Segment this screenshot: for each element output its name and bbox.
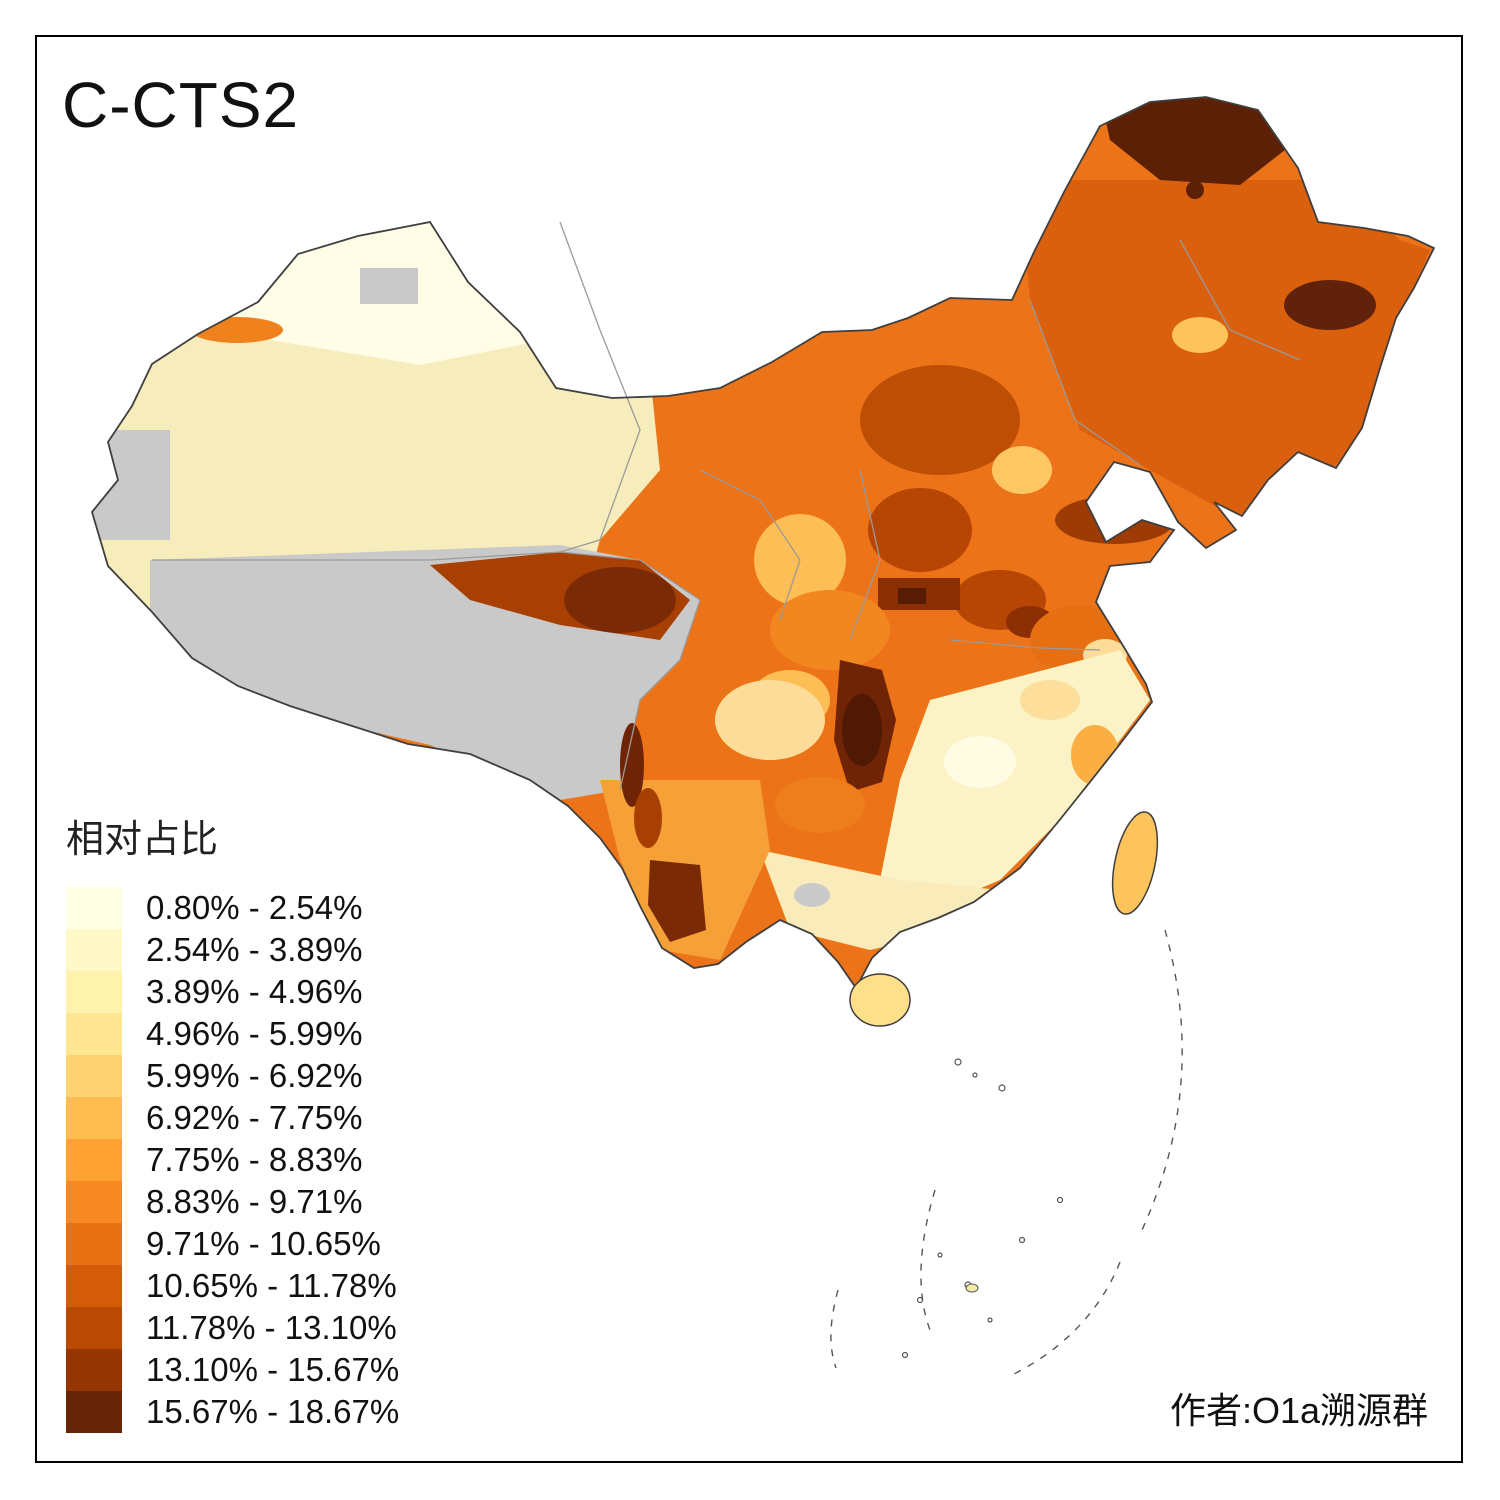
region-beijing-light bbox=[992, 446, 1052, 494]
legend-swatch bbox=[66, 1349, 122, 1391]
legend-label: 9.71% - 10.65% bbox=[146, 1225, 381, 1262]
region-southeast-palest bbox=[944, 736, 1016, 788]
region-sichuan-basin bbox=[715, 680, 825, 760]
legend-row: 4.96% - 5.99% bbox=[66, 1013, 486, 1055]
small-colored-islet bbox=[965, 1283, 979, 1293]
region-hebei-darkest bbox=[898, 588, 926, 604]
legend-swatch bbox=[66, 1265, 122, 1307]
legend-swatch bbox=[66, 929, 122, 971]
legend-row: 13.10% - 15.67% bbox=[66, 1349, 486, 1391]
legend-swatch bbox=[66, 1181, 122, 1223]
legend-label: 7.75% - 8.83% bbox=[146, 1141, 363, 1178]
region-north-china-dark bbox=[868, 488, 972, 572]
region-south-gray bbox=[794, 883, 830, 907]
attribution-text: 作者:O1a溯源群 bbox=[1169, 1390, 1428, 1431]
region-yunnan-sliver-med bbox=[634, 788, 662, 848]
legend-row: 3.89% - 4.96% bbox=[66, 971, 486, 1013]
legend-row: 10.65% - 11.78% bbox=[66, 1265, 486, 1307]
legend-swatch bbox=[66, 1055, 122, 1097]
hainan-island bbox=[849, 973, 911, 1027]
legend-label: 10.65% - 11.78% bbox=[146, 1267, 397, 1304]
legend-label: 2.54% - 3.89% bbox=[146, 931, 363, 968]
legend-swatch bbox=[66, 1307, 122, 1349]
legend: 相对占比 0.80% - 2.54% 2.54% - 3.89% 3.89% -… bbox=[66, 808, 486, 1433]
region-southeast-light2 bbox=[1020, 680, 1080, 720]
legend-swatch bbox=[66, 1391, 122, 1433]
legend-label: 15.67% - 18.67% bbox=[146, 1393, 400, 1430]
region-yunnan-dark bbox=[648, 860, 706, 942]
region-northeast-dot bbox=[1186, 181, 1204, 199]
legend-title: 相对占比 bbox=[66, 819, 219, 861]
china-mainland-outline bbox=[91, 96, 1436, 990]
legend-swatch bbox=[66, 1139, 122, 1181]
region-chongqing-darkest bbox=[842, 694, 882, 766]
taiwan-island bbox=[1111, 811, 1159, 915]
plot-frame bbox=[35, 35, 1463, 1463]
region-southeast-pale bbox=[880, 650, 1150, 910]
legend-label: 5.99% - 6.92% bbox=[146, 1057, 363, 1094]
legend-swatch bbox=[66, 1097, 122, 1139]
legend-label: 8.83% - 9.71% bbox=[146, 1183, 363, 1220]
legend-swatch bbox=[66, 1223, 122, 1265]
region-northeast bbox=[1020, 180, 1430, 520]
region-guizhou-orange bbox=[775, 777, 865, 833]
legend-row: 6.92% - 7.75% bbox=[66, 1097, 486, 1139]
sea-boundary-dashes bbox=[830, 929, 1183, 1376]
legend-label: 11.78% - 13.10% bbox=[146, 1309, 397, 1346]
region-xinjiang-gray-spot bbox=[360, 268, 418, 304]
legend-row: 2.54% - 3.89% bbox=[66, 929, 486, 971]
region-central-orange bbox=[770, 590, 890, 670]
legend-row: 7.75% - 8.83% bbox=[66, 1139, 486, 1181]
page-title: C-CTS2 bbox=[62, 69, 300, 141]
legend-label: 4.96% - 5.99% bbox=[146, 1015, 363, 1052]
region-heilongjiang-north bbox=[1100, 97, 1285, 185]
legend-label: 6.92% - 7.75% bbox=[146, 1099, 363, 1136]
province-borders bbox=[152, 221, 1301, 791]
legend-row: 15.67% - 18.67% bbox=[66, 1391, 486, 1433]
region-yunnan-sliver-dark bbox=[620, 723, 644, 807]
sea-islets bbox=[901, 1058, 1064, 1359]
region-jilin-dark bbox=[1284, 280, 1376, 330]
legend-row: 5.99% - 6.92% bbox=[66, 1055, 486, 1097]
legend-label: 13.10% - 15.67% bbox=[146, 1351, 400, 1388]
legend-row: 9.71% - 10.65% bbox=[66, 1223, 486, 1265]
region-qinghai-band-dark bbox=[564, 567, 676, 633]
legend-label: 0.80% - 2.54% bbox=[146, 889, 363, 926]
legend-swatch bbox=[66, 887, 122, 929]
legend-label: 3.89% - 4.96% bbox=[146, 973, 363, 1010]
legend-row: 11.78% - 13.10% bbox=[66, 1307, 486, 1349]
legend-row: 0.80% - 2.54% bbox=[66, 887, 486, 929]
legend-swatch bbox=[66, 971, 122, 1013]
legend-row: 8.83% - 9.71% bbox=[66, 1181, 486, 1223]
legend-swatch bbox=[66, 1013, 122, 1055]
region-inner-mongolia-dark bbox=[860, 365, 1020, 475]
region-northeast-light bbox=[1172, 317, 1228, 353]
